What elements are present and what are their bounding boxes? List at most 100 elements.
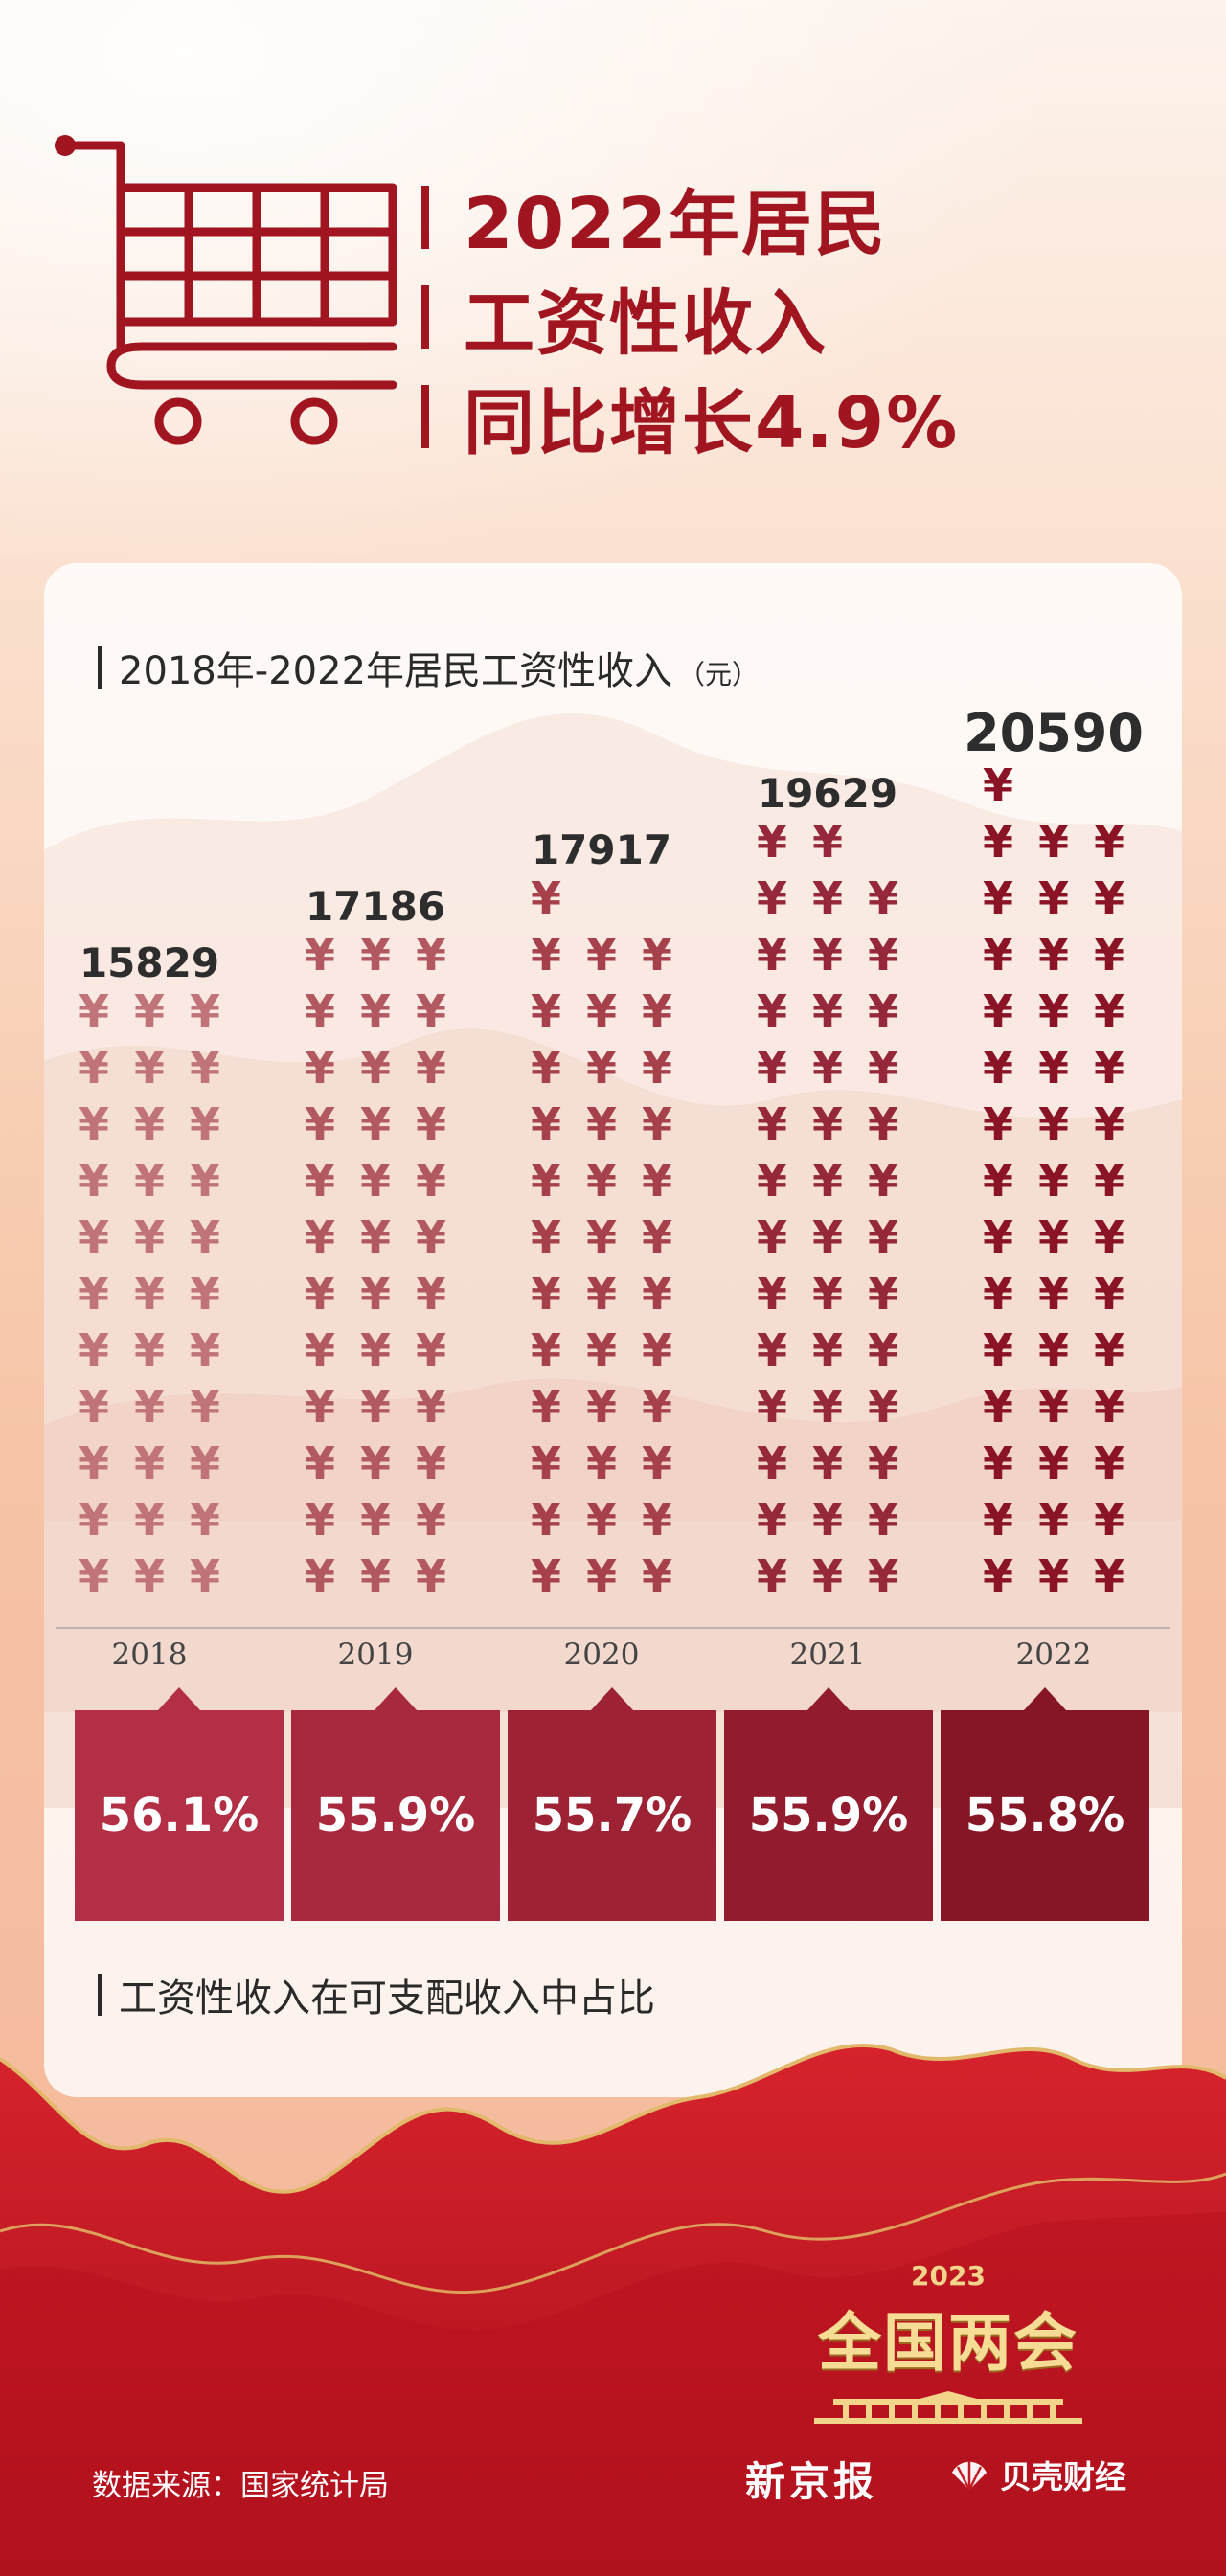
yen-glyph: ¥ xyxy=(531,1268,561,1320)
yen-glyph: ¥ xyxy=(868,872,898,924)
yen-glyph: ¥ xyxy=(868,1381,898,1433)
yen-glyph: ¥ xyxy=(360,1098,391,1150)
yen-glyph: ¥ xyxy=(868,1324,898,1376)
title-bar xyxy=(421,285,429,349)
yen-glyph: ¥ xyxy=(1094,1211,1124,1263)
yen-glyph: ¥ xyxy=(1094,1098,1124,1150)
yen-glyph: ¥ xyxy=(586,1437,617,1489)
title-bar xyxy=(98,646,102,689)
yen-glyph: ¥ xyxy=(190,1268,220,1320)
yen-glyph: ¥ xyxy=(416,1042,446,1094)
yen-glyph: ¥ xyxy=(531,1324,561,1376)
yen-glyph: ¥ xyxy=(305,1155,335,1207)
value-label-2022: 20590 xyxy=(964,703,1144,763)
yen-glyph: ¥ xyxy=(868,1550,898,1602)
emblem-year: 2023 xyxy=(911,2260,986,2292)
yen-glyph: ¥ xyxy=(360,1211,391,1263)
card-mountain-decoration xyxy=(44,713,1182,1808)
yen-glyph: ¥ xyxy=(134,1098,165,1150)
yen-glyph: ¥ xyxy=(586,929,617,981)
yen-glyph: ¥ xyxy=(531,1550,561,1602)
yen-glyph: ¥ xyxy=(812,1381,843,1433)
yen-glyph: ¥ xyxy=(642,1550,672,1602)
title-bar xyxy=(421,186,429,249)
yen-glyph: ¥ xyxy=(757,1324,787,1376)
share-title: 工资性收入在可支配收入中占比 xyxy=(98,1967,655,2022)
yen-glyph: ¥ xyxy=(1038,1381,1069,1433)
share-value-2018: 56.1% xyxy=(99,1789,260,1842)
yen-glyph: ¥ xyxy=(190,1324,220,1376)
yen-glyph: ¥ xyxy=(134,1324,165,1376)
yen-glyph: ¥ xyxy=(305,1494,335,1546)
yen-glyph: ¥ xyxy=(1038,872,1069,924)
yen-glyph: ¥ xyxy=(305,1550,335,1602)
yen-glyph: ¥ xyxy=(642,1098,672,1150)
beike-finance-text: 贝壳财经 xyxy=(1000,2458,1126,2496)
yen-glyph: ¥ xyxy=(983,816,1013,868)
yen-glyph: ¥ xyxy=(1038,1550,1069,1602)
yen-glyph: ¥ xyxy=(305,1268,335,1320)
chart-title: 2018年-2022年居民工资性收入 （元） xyxy=(98,640,759,695)
yen-glyph: ¥ xyxy=(812,985,843,1037)
yen-glyph: ¥ xyxy=(190,1098,220,1150)
yen-glyph: ¥ xyxy=(757,1211,787,1263)
yen-glyph: ¥ xyxy=(190,1042,220,1094)
yen-glyph: ¥ xyxy=(757,1494,787,1546)
yen-glyph: ¥ xyxy=(531,1042,561,1094)
yen-glyph: ¥ xyxy=(531,1098,561,1150)
yen-glyph: ¥ xyxy=(1094,1042,1124,1094)
yen-glyph: ¥ xyxy=(305,985,335,1037)
yen-glyph: ¥ xyxy=(868,1211,898,1263)
yen-glyph: ¥ xyxy=(812,1098,843,1150)
yen-glyph: ¥ xyxy=(983,929,1013,981)
title-bar xyxy=(98,1974,102,2016)
yen-glyph: ¥ xyxy=(586,1042,617,1094)
yen-glyph: ¥ xyxy=(642,985,672,1037)
yen-glyph: ¥ xyxy=(757,929,787,981)
yen-glyph: ¥ xyxy=(360,1494,391,1546)
yen-glyph: ¥ xyxy=(360,1155,391,1207)
yen-glyph: ¥ xyxy=(190,985,220,1037)
npc-cppcc-emblem: 2023 全国两会 xyxy=(757,2260,1140,2428)
yen-glyph: ¥ xyxy=(983,1494,1013,1546)
yen-glyph: ¥ xyxy=(79,1268,109,1320)
share-box-2019: 55.9% xyxy=(291,1687,500,1921)
yen-glyph: ¥ xyxy=(305,929,335,981)
yen-glyph: ¥ xyxy=(416,1268,446,1320)
yen-glyph: ¥ xyxy=(812,816,843,868)
yen-glyph: ¥ xyxy=(79,1494,109,1546)
yen-glyph: ¥ xyxy=(1094,1324,1124,1376)
yen-glyph: ¥ xyxy=(190,1494,220,1546)
yen-glyph: ¥ xyxy=(360,1268,391,1320)
pictogram-chart: ¥ ¥ ¥¥ ¥ ¥¥ ¥ ¥¥ ¥ ¥¥ ¥ ¥¥ ¥ ¥¥ ¥ ¥¥ ¥ ¥¥ ¥ ¥¥ ¥ ¥¥ ¥ ¥1582920… xyxy=(56,703,1170,1672)
yen-glyph: ¥ xyxy=(757,872,787,924)
background-glow xyxy=(0,0,1226,670)
yen-glyph: ¥ xyxy=(79,1098,109,1150)
value-label-2020: 17917 xyxy=(532,826,671,873)
yen-glyph: ¥ xyxy=(416,1098,446,1150)
chart-unit: （元） xyxy=(678,659,760,690)
yen-glyph: ¥ xyxy=(79,1437,109,1489)
yen-glyph: ¥ xyxy=(531,872,561,924)
yen-glyph: ¥ xyxy=(360,1381,391,1433)
yen-glyph: ¥ xyxy=(868,1268,898,1320)
yen-glyph: ¥ xyxy=(79,1155,109,1207)
yen-glyph: ¥ xyxy=(1094,929,1124,981)
yen-glyph: ¥ xyxy=(79,1211,109,1263)
yen-glyph: ¥ xyxy=(868,1155,898,1207)
share-box-2022: 55.8% xyxy=(941,1687,1149,1921)
yen-glyph: ¥ xyxy=(868,1042,898,1094)
yen-glyph: ¥ xyxy=(531,1437,561,1489)
yen-glyph: ¥ xyxy=(134,1550,165,1602)
yen-glyph: ¥ xyxy=(531,1155,561,1207)
share-value-2021: 55.9% xyxy=(748,1789,909,1842)
red-mountains-decoration xyxy=(0,2043,1226,2576)
yen-glyph: ¥ xyxy=(416,1437,446,1489)
share-box-2021: 55.9% xyxy=(724,1687,933,1921)
yen-glyph: ¥ xyxy=(757,1437,787,1489)
yen-glyph: ¥ xyxy=(812,1155,843,1207)
yen-glyph: ¥ xyxy=(1038,1042,1069,1094)
yen-glyph: ¥ xyxy=(1094,1155,1124,1207)
x-tick-2021: 2021 xyxy=(790,1638,866,1672)
yen-glyph: ¥ xyxy=(360,929,391,981)
